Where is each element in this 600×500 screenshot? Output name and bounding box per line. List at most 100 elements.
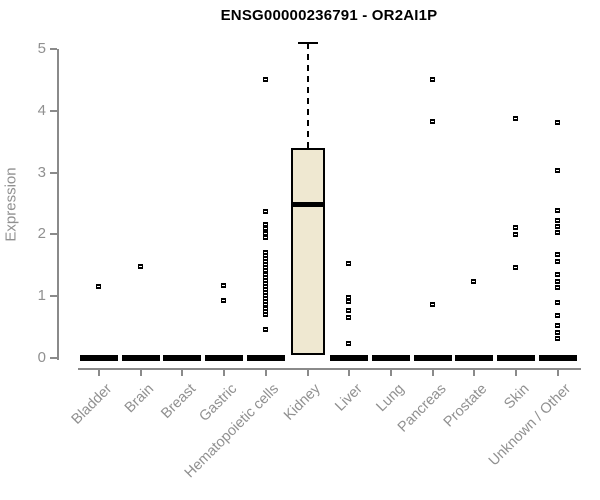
outlier-point: [554, 330, 560, 336]
x-category-label: Prostate: [441, 381, 491, 431]
median-bar: [121, 355, 160, 361]
x-category-label: Lung: [373, 381, 408, 416]
outlier-point: [262, 226, 268, 232]
outlier-point: [554, 119, 560, 125]
outlier-point: [429, 76, 435, 82]
outlier-point: [262, 290, 268, 296]
outlier-point: [554, 285, 560, 291]
x-tick: [98, 370, 100, 376]
outlier-point: [346, 315, 352, 321]
median-bar: [413, 355, 452, 361]
x-tick: [223, 370, 226, 376]
outlier-point: [262, 277, 268, 283]
median-bar: [455, 355, 494, 361]
outlier-point: [262, 274, 268, 280]
x-category-label: Brain: [121, 381, 158, 417]
x-tick: [181, 370, 184, 376]
box-median-line: [290, 201, 325, 207]
y-axis-line: [57, 49, 59, 360]
outlier-point: [262, 308, 268, 314]
outlier-point: [346, 261, 352, 267]
median-bar: [330, 355, 369, 361]
y-tick-label: 0: [37, 349, 46, 366]
outlier-point: [262, 305, 268, 311]
outlier-point: [262, 302, 268, 308]
y-tick: [50, 109, 57, 112]
outlier-point: [513, 232, 519, 238]
outlier-point: [262, 209, 268, 215]
outlier-point: [262, 249, 268, 255]
outlier-point: [262, 230, 268, 236]
outlier-point: [262, 280, 268, 286]
y-tick-label: 5: [37, 40, 46, 57]
box-body: [290, 147, 325, 355]
outlier-point: [429, 118, 435, 124]
outlier-point: [554, 251, 560, 257]
whisker-upper: [306, 42, 309, 148]
median-bar: [538, 355, 577, 361]
outlier-point: [221, 282, 227, 288]
x-tick: [348, 370, 351, 376]
outlier-point: [554, 223, 560, 229]
y-tick: [50, 233, 57, 236]
outlier-point: [471, 278, 477, 284]
outlier-point: [262, 296, 268, 302]
outlier-point: [554, 336, 560, 342]
outlier-point: [262, 76, 268, 82]
outlier-point: [513, 225, 519, 231]
outlier-point: [262, 265, 268, 271]
outlier-point: [554, 258, 560, 264]
median-bar: [205, 355, 244, 361]
outlier-point: [262, 259, 268, 265]
chart-title: ENSG00000236791 - OR2AI1P: [220, 7, 438, 24]
outlier-point: [262, 268, 268, 274]
y-tick-label: 3: [37, 163, 46, 181]
y-tick-label: 1: [37, 287, 46, 305]
outlier-point: [554, 278, 560, 284]
outlier-point: [262, 253, 268, 259]
x-tick: [515, 370, 518, 376]
outlier-point: [346, 308, 352, 314]
outlier-point: [554, 271, 560, 277]
y-tick: [50, 357, 57, 359]
outlier-point: [262, 327, 268, 333]
x-category-label: Liver: [332, 381, 366, 415]
outlier-point: [554, 217, 560, 223]
outlier-point: [554, 207, 560, 213]
y-tick: [50, 48, 57, 50]
outlier-point: [554, 230, 560, 236]
outlier-point: [554, 167, 560, 173]
outlier-point: [554, 299, 560, 305]
outlier-point: [262, 311, 268, 317]
outlier-point: [262, 256, 268, 262]
outlier-point: [262, 299, 268, 305]
outlier-point: [513, 264, 519, 270]
whisker-cap: [297, 41, 318, 44]
outlier-point: [221, 298, 227, 304]
median-bar: [163, 355, 202, 361]
x-axis-line: [78, 368, 581, 370]
outlier-point: [346, 295, 352, 301]
outlier-point: [262, 222, 268, 228]
outlier-point: [346, 340, 352, 346]
outlier-point: [262, 271, 268, 277]
x-category-label: Kidney: [281, 381, 324, 424]
median-bar: [246, 355, 285, 361]
x-category-label: Breast: [157, 381, 199, 422]
outlier-point: [96, 283, 101, 289]
x-tick: [431, 370, 434, 376]
median-bar: [497, 355, 536, 361]
outlier-point: [262, 287, 268, 293]
outlier-point: [262, 283, 268, 289]
x-tick: [306, 370, 309, 376]
outlier-point: [262, 235, 268, 241]
outlier-point: [346, 299, 352, 305]
outlier-point: [513, 115, 519, 121]
outlier-point: [262, 293, 268, 299]
x-tick: [264, 370, 267, 376]
x-tick: [473, 370, 476, 376]
outlier-point: [137, 263, 143, 269]
x-tick: [556, 370, 559, 376]
